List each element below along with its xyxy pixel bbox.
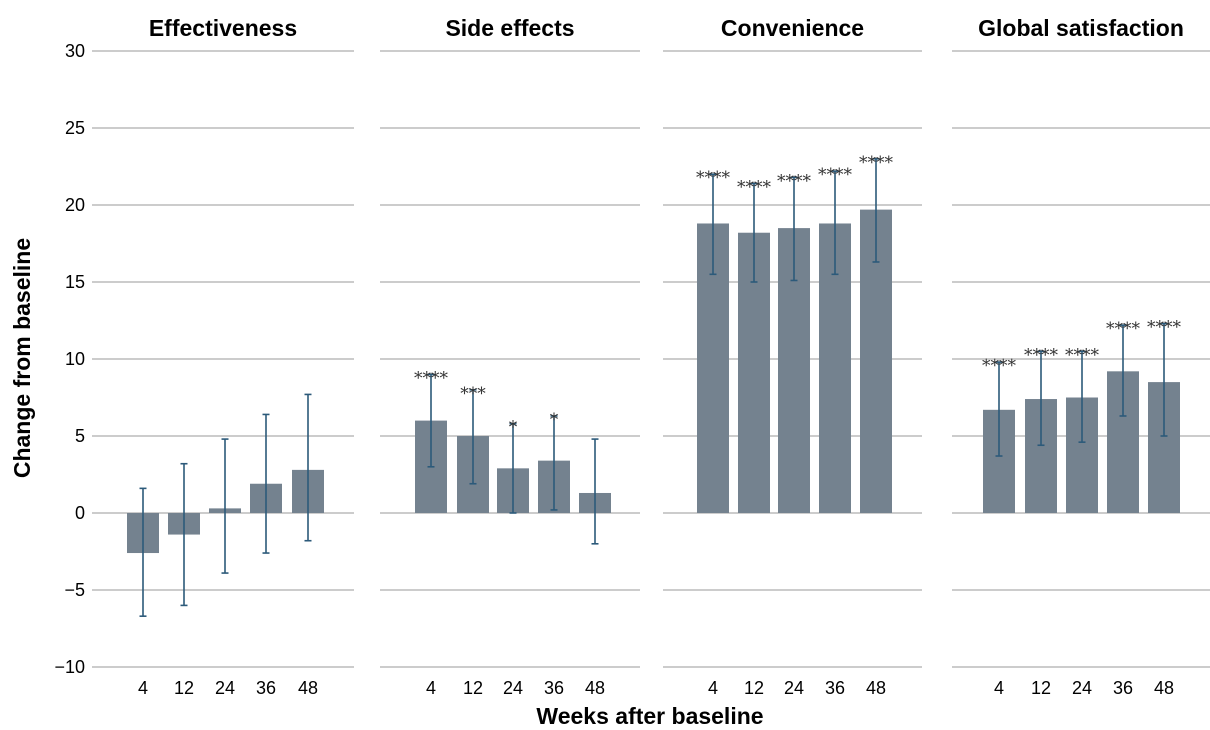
x-tick-label: 24 [1072,678,1092,698]
y-tick-label: 15 [65,272,85,292]
y-axis-label: Change from baseline [9,238,35,478]
x-tick-label: 4 [138,678,148,698]
x-tick-label: 36 [825,678,845,698]
error-bar [469,388,477,485]
panel-title: Global satisfaction [978,15,1184,41]
error-bar [550,415,558,511]
significance-label: **** [1147,318,1182,338]
significance-label: * [509,418,518,438]
error-bar [709,173,717,276]
significance-label: **** [1024,345,1059,365]
error-bar [1119,324,1127,417]
chart-panel: Side effects **** 4 *** 12 * 24 * 36 48 [380,15,640,698]
panel-title: Convenience [721,15,864,41]
error-bar [1078,350,1086,443]
error-bar [750,182,758,283]
x-tick-label: 4 [994,678,1004,698]
x-tick-label: 24 [503,678,523,698]
significance-label: * [550,410,559,430]
x-tick-label: 36 [1113,678,1133,698]
y-axis-ticks: −10 −5 0 5 10 15 20 25 30 [54,41,85,677]
error-bar [139,487,147,617]
y-tick-label: 25 [65,118,85,138]
x-tick-label: 36 [256,678,276,698]
x-tick-label: 24 [784,678,804,698]
chart-panel: Effectiveness 4 12 24 36 48 [92,15,354,698]
error-bar [427,373,435,468]
significance-label: **** [859,153,894,173]
significance-label: **** [982,356,1017,376]
x-tick-label: 4 [426,678,436,698]
panel-title: Side effects [445,15,574,41]
error-bar [180,462,188,607]
x-tick-label: 12 [463,678,483,698]
y-tick-label: 5 [75,426,85,446]
significance-label: *** [460,384,486,404]
significance-label: **** [1065,345,1100,365]
error-bar [1037,350,1045,447]
error-bar [591,438,599,545]
panel-title: Effectiveness [149,15,297,41]
y-tick-label: 30 [65,41,85,61]
x-tick-label: 12 [744,678,764,698]
y-tick-label: 10 [65,349,85,369]
significance-label: **** [777,171,812,191]
x-axis-label: Weeks after baseline [536,703,763,729]
significance-label: **** [737,177,772,197]
x-tick-label: 48 [1154,678,1174,698]
error-bar [221,438,229,574]
chart-panel: Convenience **** 4 **** 12 **** 24 **** 36 **** 48 [663,15,922,698]
error-bar [1160,322,1168,437]
x-tick-label: 12 [174,678,194,698]
error-bar [790,176,798,282]
x-tick-label: 48 [866,678,886,698]
y-tick-label: −5 [64,580,85,600]
x-tick-label: 48 [298,678,318,698]
error-bar [872,158,880,263]
error-bar [304,393,312,542]
x-tick-label: 48 [585,678,605,698]
y-tick-label: 20 [65,195,85,215]
x-tick-label: 36 [544,678,564,698]
error-bar [995,361,1003,457]
x-tick-label: 24 [215,678,235,698]
significance-label: **** [1106,319,1141,339]
error-bar [509,422,517,514]
x-tick-label: 4 [708,678,718,698]
significance-label: **** [818,165,853,185]
y-tick-label: 0 [75,503,85,523]
significance-label: **** [696,168,731,188]
y-tick-label: −10 [54,657,85,677]
significance-label: **** [414,368,449,388]
x-tick-label: 12 [1031,678,1051,698]
error-bar [262,413,270,554]
error-bar [831,170,839,276]
chart-panel: Global satisfaction **** 4 **** 12 **** 24 ****… [952,15,1210,698]
